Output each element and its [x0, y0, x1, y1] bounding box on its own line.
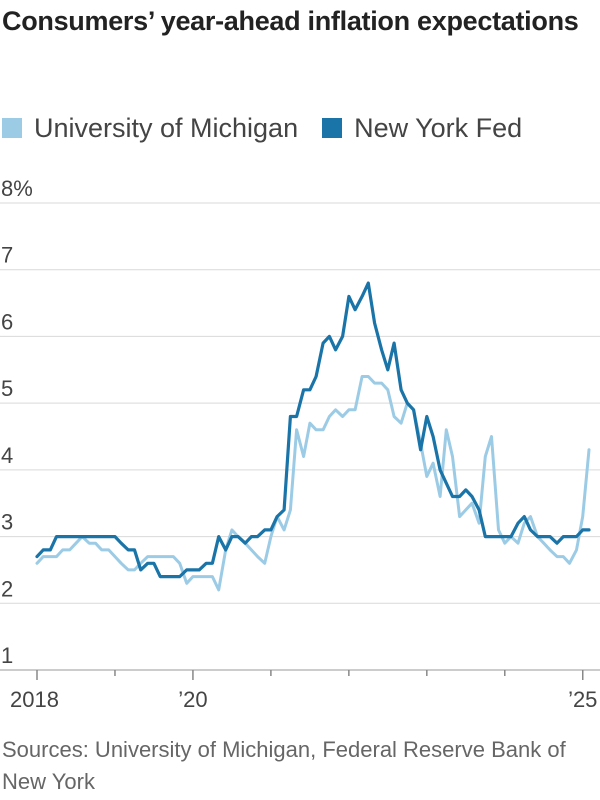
y-tick-label-3: 3 — [1, 510, 13, 535]
series-lines — [35, 281, 591, 592]
x-tick-label-0: 2018 — [10, 687, 59, 712]
line-chart: 8% 7 6 5 4 3 2 1 2018 ’20 ’25 — [0, 176, 600, 712]
legend-swatch-michigan — [2, 118, 22, 138]
legend-item-michigan: University of Michigan — [2, 113, 298, 144]
legend: University of Michigan New York Fed — [2, 110, 522, 146]
y-tick-label-2: 2 — [1, 576, 13, 601]
x-tick-label-2: ’25 — [568, 687, 597, 712]
y-tick-label-4: 4 — [1, 443, 13, 468]
chart-title: Consumers’ year-ahead inflation expectat… — [2, 6, 579, 36]
legend-item-nyfed: New York Fed — [322, 113, 522, 144]
legend-swatch-nyfed — [322, 118, 343, 138]
y-tick-label-8: 8% — [1, 176, 33, 201]
source-note: Sources: University of Michigan, Federal… — [2, 737, 566, 794]
y-axis-tick-labels: 8% 7 6 5 4 3 2 1 — [1, 176, 33, 668]
y-tick-label-5: 5 — [1, 376, 13, 401]
y-tick-label-7: 7 — [1, 243, 13, 268]
x-axis: 2018 ’20 ’25 — [0, 669, 600, 712]
legend-label-michigan: University of Michigan — [34, 112, 299, 143]
legend-label-nyfed: New York Fed — [354, 112, 523, 143]
x-tick-label-1: ’20 — [178, 687, 207, 712]
series-line-new-york-fed — [35, 281, 591, 579]
y-tick-label-6: 6 — [1, 309, 13, 334]
series-line-university-of-michigan — [35, 375, 591, 592]
y-tick-label-1: 1 — [1, 643, 13, 668]
